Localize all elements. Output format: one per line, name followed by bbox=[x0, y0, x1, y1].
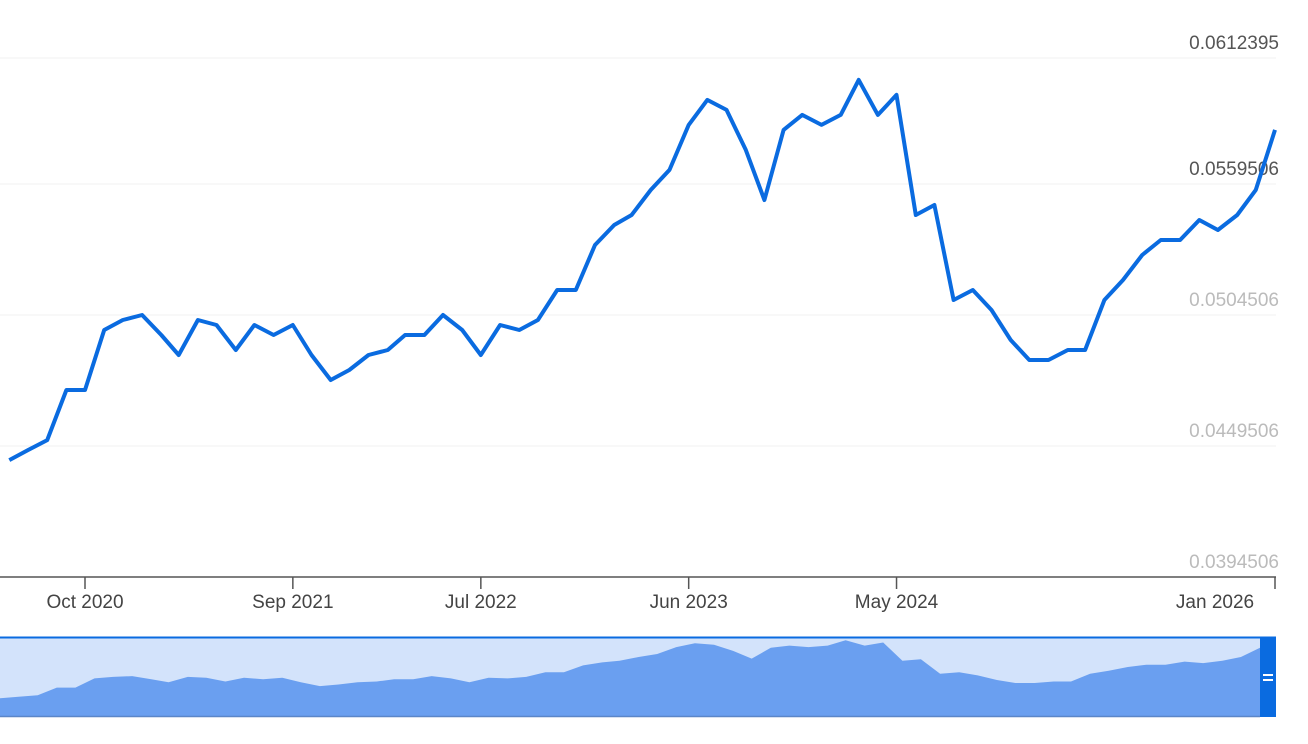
x-tick-label: Jun 2023 bbox=[650, 592, 728, 613]
gridlines bbox=[0, 57, 1276, 447]
navigator[interactable] bbox=[0, 636, 1276, 718]
navigator-handle-right[interactable] bbox=[1260, 637, 1276, 717]
y-tick-label: 0.0559506 bbox=[1189, 159, 1279, 180]
y-tick-label: 0.0449506 bbox=[1189, 421, 1279, 442]
x-tick-label: Sep 2021 bbox=[252, 592, 333, 613]
y-tick-label: 0.0394506 bbox=[1189, 552, 1279, 573]
x-axis: Oct 2020 Sep 2021 Jul 2022 Jun 2023 May 2024… bbox=[46, 577, 1276, 613]
x-tick-label: Oct 2020 bbox=[46, 592, 123, 613]
navigator-handle[interactable] bbox=[1260, 637, 1276, 717]
x-tick-label: Jan 2026 bbox=[1176, 592, 1254, 613]
x-tick-label: Jul 2022 bbox=[445, 592, 517, 613]
x-tick-label: May 2024 bbox=[855, 592, 939, 613]
y-tick-label: 0.0612395 bbox=[1189, 33, 1279, 54]
y-tick-label: 0.0504506 bbox=[1189, 290, 1279, 311]
navigator-area bbox=[0, 640, 1260, 716]
y-axis: 0.0612395 0.0559506 0.0504506 0.0449506 0.03… bbox=[1189, 33, 1279, 573]
price-series-line bbox=[8, 77, 1277, 462]
